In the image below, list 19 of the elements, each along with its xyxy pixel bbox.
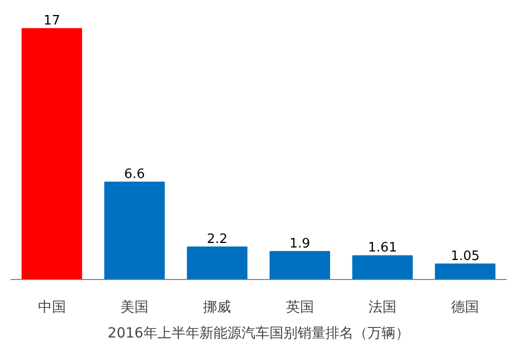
x-tick-label: 美国 (120, 300, 148, 316)
bar (352, 255, 413, 280)
bar (104, 182, 165, 280)
data-label: 1.61 (368, 240, 397, 256)
x-tick-label: 中国 (38, 300, 66, 316)
text: 2016年上半年新能源汽车国别销量排名（万辆） (108, 326, 410, 342)
data-label: 1.9 (289, 236, 310, 252)
data-label: 1.05 (450, 249, 480, 264)
bar (186, 246, 248, 280)
x-tick-label: 德国 (451, 300, 480, 316)
x-tick-label: 英国 (286, 300, 314, 316)
data-label: 17 (44, 14, 60, 29)
data-label: 2.2 (206, 232, 228, 248)
bar (270, 250, 330, 280)
bar (22, 28, 82, 280)
x-tick-label: 法国 (368, 300, 396, 316)
x-tick-label: 挪威 (203, 300, 232, 316)
bar (434, 264, 496, 280)
data-label: 6.6 (124, 167, 145, 182)
